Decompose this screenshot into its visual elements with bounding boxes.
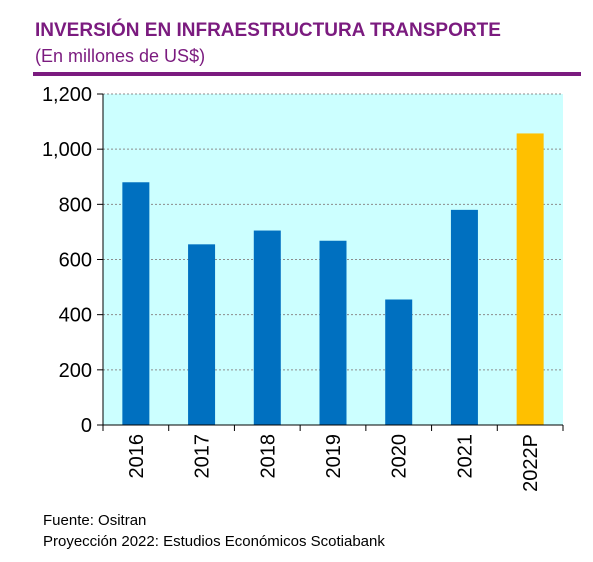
source-note: Fuente: Ositran — [43, 512, 147, 529]
chart-subtitle: (En millones de US$) — [35, 46, 206, 66]
projection-note: Proyección 2022: Estudios Económicos Sco… — [43, 533, 385, 550]
x-tick-label: 2016 — [126, 434, 148, 479]
bar-2020 — [385, 299, 413, 425]
x-tick-label: 2019 — [323, 434, 345, 479]
x-tick-labels: 2016 2017 2018 2019 2020 2021 2022P — [126, 434, 542, 492]
bar-2016 — [122, 182, 150, 425]
x-tick-label: 2021 — [454, 434, 476, 479]
y-tick-label: 1,200 — [42, 84, 92, 106]
y-tick-label: 800 — [59, 194, 92, 216]
x-tick-label: 2020 — [389, 434, 411, 479]
title-divider — [33, 72, 581, 76]
y-tick-labels: 0 200 400 600 800 1,000 1,200 — [42, 84, 92, 437]
bar-2022p — [516, 133, 544, 426]
x-tick-label: 2017 — [192, 434, 214, 479]
y-tick-label: 1,000 — [42, 139, 92, 161]
bar-2018 — [253, 230, 281, 425]
bar-2019 — [319, 240, 347, 425]
bar-2017 — [188, 244, 216, 425]
bar-2021 — [450, 209, 478, 425]
y-tick-label: 0 — [81, 415, 92, 437]
axes — [97, 93, 564, 431]
y-tick-label: 200 — [59, 360, 92, 382]
bar-chart: 0 200 400 600 800 1,000 1,200 2016 2017 2018 2019… — [42, 84, 564, 492]
x-tick-label: 2018 — [257, 434, 279, 479]
x-tick-label: 2022P — [520, 434, 542, 492]
y-tick-label: 400 — [59, 305, 92, 327]
bars — [122, 133, 544, 426]
chart-title: INVERSIÓN EN INFRAESTRUCTURA TRANSPORTE — [35, 20, 501, 41]
y-tick-label: 600 — [59, 250, 92, 272]
